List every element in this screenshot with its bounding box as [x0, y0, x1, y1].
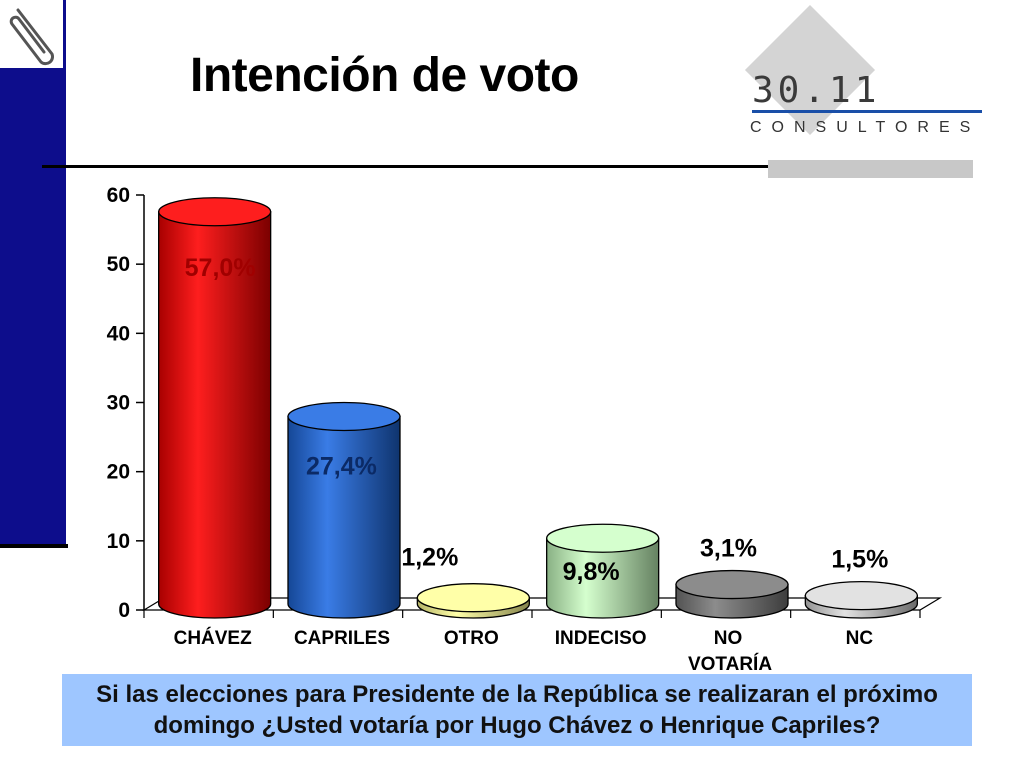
x-category-label-line2: VOTARÍA — [688, 653, 772, 670]
bar-top-cap — [546, 523, 660, 553]
data-label: 57,0% — [185, 254, 256, 282]
y-tick-label: 60 — [107, 184, 130, 207]
data-label: 3,1% — [700, 535, 757, 563]
data-label: 1,5% — [831, 546, 888, 574]
data-label: 1,2% — [401, 544, 458, 572]
title-divider — [42, 165, 972, 168]
bar-top-cap — [158, 197, 272, 227]
logo-number: 30.11 — [752, 70, 881, 111]
survey-question: Si las elecciones para Presidente de la … — [96, 681, 938, 739]
y-tick-label: 10 — [107, 530, 130, 553]
bar-top-cap — [287, 401, 401, 432]
bar-capriles — [287, 415, 401, 619]
bar-top-cap — [416, 583, 530, 613]
y-tick-label: 20 — [107, 461, 130, 484]
x-category-label: INDECISO — [555, 628, 647, 649]
y-tick-label: 40 — [107, 322, 130, 345]
page-title: Intención de voto — [190, 49, 579, 102]
corner-panel — [0, 0, 66, 68]
x-category-label: NO — [714, 628, 743, 649]
bar-top-cap — [804, 580, 918, 611]
y-tick-label: 0 — [118, 599, 130, 622]
bar-top-cap — [675, 569, 789, 600]
x-category-label: CAPRILES — [294, 628, 390, 649]
x-category-label: CHÁVEZ — [174, 627, 253, 649]
y-tick-label: 30 — [107, 392, 130, 415]
logo-gray-bar — [768, 160, 973, 178]
bar-chávez — [158, 211, 272, 619]
vote-intention-chart: 0 10 20 30 40 50 60 57,0% 27,4% 1,2% 9,8% 3,1% 1,5% C… — [107, 184, 943, 670]
paperclip-icon — [9, 8, 54, 66]
x-category-label: OTRO — [444, 628, 499, 649]
side-bar-underline — [0, 544, 68, 548]
y-tick-label: 50 — [107, 253, 130, 276]
question-box: Si las elecciones para Presidente de la … — [62, 674, 972, 746]
logo-underline — [752, 110, 982, 113]
data-label: 27,4% — [306, 452, 377, 480]
side-accent-bar — [0, 68, 66, 546]
data-label: 9,8% — [563, 558, 620, 586]
x-category-label: NC — [846, 628, 874, 649]
bar-indeciso — [546, 537, 660, 619]
logo-subtitle: CONSULTORES — [750, 119, 981, 136]
